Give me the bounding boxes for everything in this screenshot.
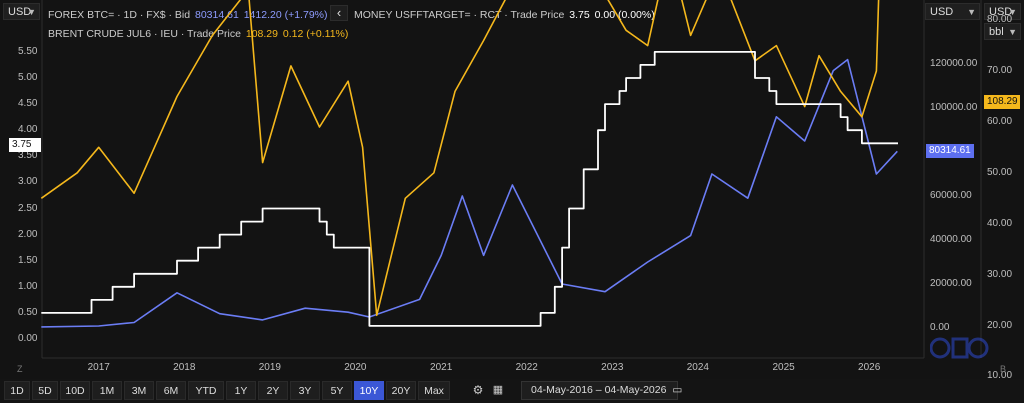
x-axis-tick: 2022	[515, 362, 538, 373]
right-axis-bbl-tick: 50.00	[987, 166, 1013, 178]
range-button-1d[interactable]: 1D	[4, 381, 30, 400]
left-axis-tick: 1.50	[18, 254, 38, 266]
chevron-left-icon: ‹	[336, 5, 342, 20]
chevron-down-icon: ▼	[1008, 7, 1017, 17]
left-axis-tick: 5.00	[18, 72, 38, 83]
right-axis-usd-tick: 60000.00	[930, 190, 972, 201]
legend-target-value: 3.75	[569, 9, 590, 21]
target-last-value-tag: 3.75	[9, 138, 41, 152]
left-axis-tick: 0.00	[18, 333, 38, 344]
left-axis-tick: 4.50	[18, 98, 38, 110]
x-axis-tick: 2024	[686, 362, 709, 373]
logo-mark-icon	[929, 337, 989, 359]
date-to: 04-May-2026	[604, 384, 667, 396]
range-button-2y[interactable]: 2Y	[258, 381, 288, 400]
legend-brent-value: 108.29	[245, 28, 278, 40]
back-button[interactable]: ‹	[330, 5, 348, 21]
currency-select-bbl-label: USD	[989, 6, 1013, 18]
right-axis-bbl-tick: 20.00	[987, 319, 1013, 331]
left-axis-tick: 1.00	[18, 280, 38, 292]
range-toolbar: 1D 5D 10D 1M 3M 6M YTD 1Y 2Y 3Y 5Y 10Y 20Y Max ⚙ ▦ 04…	[0, 379, 1024, 403]
legend-target[interactable]: MONEY USFFTARGET= · RCT · Trade Price 3.…	[354, 9, 657, 21]
x-axis-tick: 2021	[430, 362, 453, 373]
left-axis-tick: 2.00	[18, 228, 38, 240]
date-separator: –	[595, 384, 602, 396]
unit-select-bbl-label: bbl	[989, 26, 1004, 38]
legend-brent[interactable]: BRENT CRUDE JUL6 · IEU · Trade Price 108…	[48, 28, 350, 40]
watermark-logo	[929, 336, 990, 360]
legend-btc[interactable]: FOREX BTC= · 1D · FX$ · Bid 80314.61 141…	[48, 9, 330, 21]
x-axis-tick: 2017	[87, 362, 110, 373]
range-button-10y[interactable]: 10Y	[354, 381, 384, 400]
left-axis-tick: 4.00	[18, 124, 38, 136]
legend-target-change: 0.00 (0.00%)	[594, 9, 655, 21]
right-axis-usd-tick: 20000.00	[930, 278, 972, 289]
currency-select-left-label: USD	[8, 6, 32, 18]
btc-last-value-tag: 80314.61	[926, 144, 974, 158]
x-axis-tick: 2018	[173, 362, 196, 373]
left-axis-tick: 2.50	[18, 202, 38, 214]
chart-settings-button[interactable]: ⚙	[469, 381, 487, 400]
right-axis-usd-tick: 40000.00	[930, 234, 972, 245]
legend-brent-name: BRENT CRUDE JUL6 · IEU · Trade Price	[48, 28, 241, 40]
right-axis-bbl-tick: 70.00	[987, 65, 1013, 76]
x-axis-tick: 2025	[772, 362, 795, 373]
currency-select-left[interactable]: USD ▼	[3, 3, 40, 20]
left-axis-tick: 5.50	[18, 45, 38, 57]
currency-select-right[interactable]: USD ▼	[925, 3, 980, 20]
legend-btc-change: 1412.20 (+1.79%)	[243, 9, 328, 21]
right-axis-bbl-tick: 80.00	[987, 14, 1013, 26]
x-axis-tick: 2019	[258, 362, 281, 373]
right-axis-bbl-tick: 30.00	[987, 268, 1013, 280]
date-from: 04-May-2016	[531, 384, 593, 396]
legend-target-name: MONEY USFFTARGET= · RCT · Trade Price	[354, 9, 565, 21]
range-button-max[interactable]: Max	[418, 381, 450, 400]
range-button-5y[interactable]: 5Y	[322, 381, 352, 400]
range-button-1y[interactable]: 1Y	[226, 381, 256, 400]
right-axis-usd-tick: 120000.00	[930, 58, 978, 69]
range-button-3m[interactable]: 3M	[124, 381, 154, 400]
x-axis-tick: 2026	[858, 362, 881, 373]
series-line-money-usfftarget[interactable]	[41, 51, 899, 327]
currency-select-right-label: USD	[930, 6, 954, 18]
chevron-down-icon: ▼	[967, 7, 976, 17]
chevron-down-icon: ▼	[1008, 27, 1017, 37]
legend-btc-value: 80314.61	[195, 9, 239, 21]
range-button-10d[interactable]: 10D	[60, 381, 90, 400]
unit-select-bbl[interactable]: bbl ▼	[984, 23, 1021, 40]
table-view-button[interactable]: ▦	[489, 381, 507, 400]
right-axis-bbl-tick: 40.00	[987, 217, 1013, 229]
range-button-3y[interactable]: 3Y	[290, 381, 320, 400]
series-line-forex-btc[interactable]	[41, 58, 898, 328]
range-button-1m[interactable]: 1M	[92, 381, 122, 400]
right-axis-bbl-tick: 10.00	[987, 370, 1013, 382]
left-axis-tick: 0.50	[18, 306, 38, 318]
range-button-ytd[interactable]: YTD	[188, 381, 224, 400]
right-axis-usd-tick: 100000.00	[930, 102, 978, 113]
date-range-picker[interactable]: 04-May-2016 – 04-May-2026 ▭	[521, 381, 682, 400]
legend-brent-change: 0.12 (+0.11%)	[282, 28, 349, 40]
left-axis-tick: 3.50	[18, 150, 38, 162]
table-icon: ▦	[492, 384, 504, 396]
corner-zoom-label[interactable]: Z	[17, 364, 23, 374]
series-line-brent-crude-jul6[interactable]	[40, 0, 897, 317]
calendar-icon: ▭	[672, 384, 683, 396]
left-axis-tick: 3.00	[18, 176, 38, 188]
currency-select-bbl[interactable]: USD ▼	[984, 3, 1021, 20]
corner-b-label[interactable]: B	[1000, 364, 1007, 374]
range-button-6m[interactable]: 6M	[156, 381, 186, 400]
right-axis-bbl-tick: 60.00	[987, 115, 1013, 127]
brent-last-value-tag: 108.29	[984, 95, 1020, 109]
chevron-down-icon: ▼	[27, 7, 36, 17]
x-axis-tick: 2023	[601, 362, 624, 373]
range-button-5d[interactable]: 5D	[32, 381, 58, 400]
x-axis-tick: 2020	[344, 362, 367, 373]
legend-btc-name: FOREX BTC= · 1D · FX$ · Bid	[48, 9, 191, 21]
range-button-20y[interactable]: 20Y	[386, 381, 416, 400]
gear-icon: ⚙	[472, 383, 484, 397]
right-axis-usd-tick: 0.00	[930, 322, 950, 333]
